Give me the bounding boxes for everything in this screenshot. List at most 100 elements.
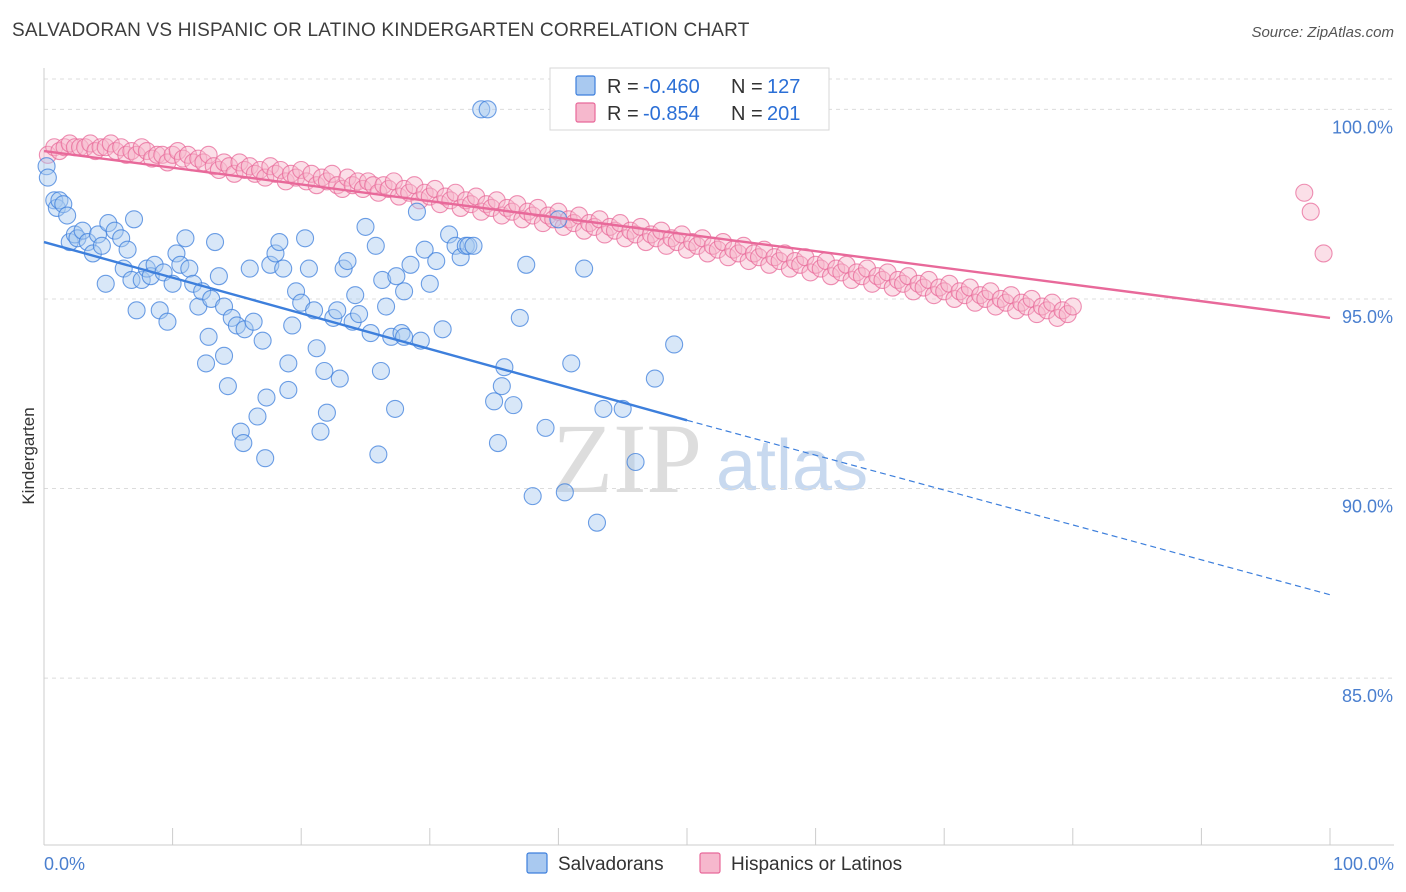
data-point: [665, 335, 684, 354]
trend-line-salvadorans: [43, 240, 688, 422]
data-point: [338, 251, 357, 271]
data-point: [248, 407, 267, 426]
data-point: [92, 236, 111, 255]
data-point: [315, 361, 334, 381]
data-point: [112, 229, 131, 248]
data-point: [350, 305, 369, 324]
data-point: [58, 206, 77, 225]
legend-r-label-blue: R =: [607, 76, 639, 98]
data-point: [54, 195, 73, 214]
data-point: [199, 145, 218, 164]
legend-r-label-pink: R =: [607, 103, 639, 125]
y-tick-label: 100.0%: [1332, 117, 1393, 137]
data-point: [88, 225, 108, 244]
data-point: [478, 100, 497, 119]
data-point: [472, 100, 491, 119]
data-point: [492, 377, 511, 396]
data-point: [401, 255, 420, 274]
data-point: [366, 236, 385, 255]
watermark: ZIP atlas: [552, 403, 868, 514]
trend-line-hispanics: [43, 149, 1331, 320]
data-point: [587, 513, 607, 532]
data-point: [78, 233, 97, 252]
data-point: [1301, 202, 1320, 221]
data-point: [167, 244, 186, 263]
bottom-legend: Salvadorans Hispanics or Latinos: [526, 852, 902, 875]
trend-lines: [43, 149, 1331, 596]
data-point: [122, 270, 141, 290]
source-label: Source: ZipAtlas.com: [1251, 24, 1394, 41]
data-point: [488, 433, 508, 453]
x-tick-label-max: 100.0%: [1333, 854, 1394, 874]
bottom-legend-swatch-salvadorans: [526, 852, 548, 874]
data-point: [387, 267, 406, 286]
data-point: [270, 233, 289, 252]
watermark-zip: ZIP: [552, 403, 702, 514]
data-point: [420, 274, 439, 293]
y-axis-label: Kindergarten: [19, 407, 38, 504]
data-point: [311, 422, 330, 441]
chart-title: SALVADORAN VS HISPANIC OR LATINO KINDERG…: [12, 20, 750, 41]
data-point: [218, 377, 237, 396]
y-tick-label: 95.0%: [1342, 307, 1393, 327]
data-point: [266, 244, 285, 263]
legend-box: R = -0.460 N = 127 R = -0.854 N = 201: [549, 67, 830, 131]
data-point: [626, 452, 645, 472]
data-point: [1314, 244, 1333, 263]
data-point: [433, 320, 452, 339]
data-point: [302, 164, 321, 183]
data-point: [253, 331, 272, 350]
data-point: [373, 270, 392, 290]
bottom-legend-salvadorans: Salvadorans: [558, 854, 664, 875]
legend-n-label-pink: N =: [731, 103, 763, 125]
data-point: [330, 369, 349, 388]
y-tick-label: 85.0%: [1342, 686, 1393, 706]
data-point: [231, 422, 250, 441]
data-point: [180, 259, 199, 278]
data-point: [158, 312, 177, 331]
x-tick-marks: [43, 828, 1331, 845]
data-point: [148, 145, 167, 164]
x-tick-label-min: 0.0%: [44, 854, 85, 874]
data-point: [555, 483, 574, 502]
data-point: [124, 210, 144, 229]
data-point: [464, 236, 483, 255]
data-point: [371, 361, 390, 381]
data-point: [271, 160, 290, 180]
data-point: [510, 308, 529, 327]
y-tick-labels: 85.0% 90.0% 95.0% 100.0%: [1332, 117, 1393, 706]
legend-frame: [549, 67, 830, 131]
data-point: [575, 259, 594, 278]
watermark-atlas: atlas: [716, 426, 868, 506]
data-point: [536, 418, 555, 437]
data-point: [96, 274, 115, 293]
data-point: [118, 240, 137, 259]
data-point: [440, 225, 459, 244]
data-point: [562, 354, 581, 373]
data-point: [427, 251, 446, 271]
data-point: [209, 267, 228, 286]
data-point: [205, 233, 225, 252]
data-point: [523, 487, 542, 506]
data-point: [287, 282, 306, 301]
series-hispanics-points: [38, 134, 1333, 327]
data-point: [395, 282, 414, 301]
data-point: [504, 396, 523, 415]
data-point: [234, 433, 253, 453]
data-point: [328, 301, 347, 320]
data-point: [38, 168, 57, 187]
trend-extension-salvadorans: [686, 419, 1331, 596]
data-point: [196, 354, 216, 373]
bottom-legend-swatch-hispanics: [699, 852, 721, 874]
data-point: [446, 236, 465, 255]
data-point: [346, 286, 365, 305]
legend-r-value-blue: -0.460: [643, 76, 700, 98]
data-point: [1063, 297, 1082, 316]
data-point: [256, 449, 275, 468]
legend-n-value-blue: 127: [767, 76, 800, 98]
data-point: [279, 354, 298, 373]
legend-n-label-blue: N =: [731, 76, 763, 98]
data-point: [594, 399, 613, 418]
data-point: [257, 388, 276, 407]
